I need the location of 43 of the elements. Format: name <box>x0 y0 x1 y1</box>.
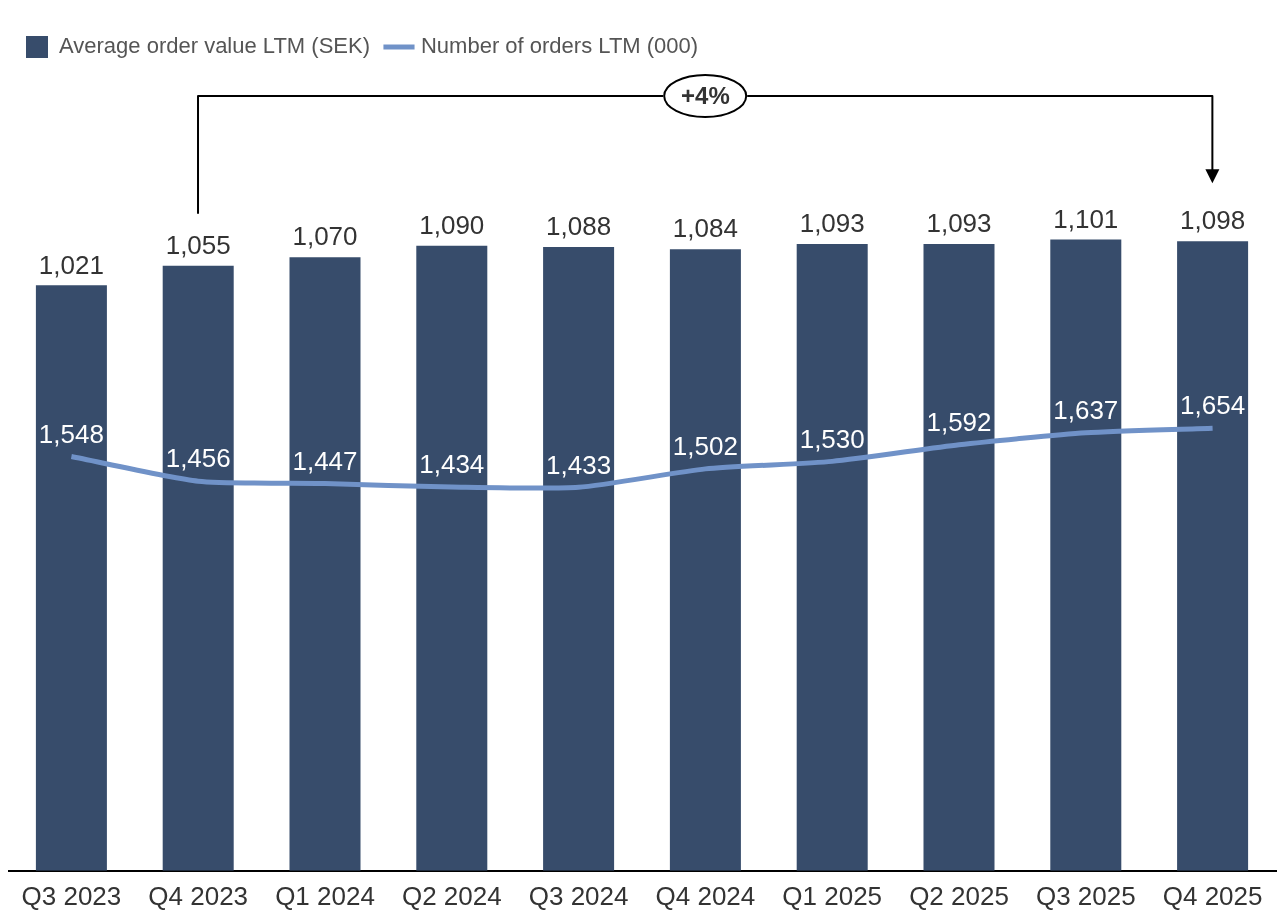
bar <box>923 244 995 871</box>
data-label: 1,093 <box>799 208 865 239</box>
data-label: 1,021 <box>38 249 104 280</box>
data-label: 1,098 <box>1180 205 1246 236</box>
x-tick-label: Q1 2024 <box>275 880 375 911</box>
bar <box>1177 241 1249 871</box>
data-label: 1,447 <box>292 445 358 476</box>
data-label: 1,090 <box>419 209 485 240</box>
bar <box>796 244 868 871</box>
data-label: 1,084 <box>672 213 738 244</box>
bar <box>416 245 488 871</box>
data-label: 1,548 <box>38 418 104 449</box>
data-label: 1,434 <box>419 449 485 480</box>
legend-label: Average order value LTM (SEK) <box>59 33 370 59</box>
x-tick-label: Q2 2024 <box>401 880 502 911</box>
bar <box>1050 239 1122 871</box>
bar <box>669 249 741 871</box>
data-label: 1,592 <box>926 406 992 437</box>
data-label: 1,433 <box>546 449 612 480</box>
x-tick-label: Q3 2024 <box>528 880 629 911</box>
x-tick-label: Q3 2025 <box>1035 880 1136 911</box>
data-label: 1,101 <box>1053 203 1119 234</box>
data-label: 1,088 <box>546 211 612 242</box>
data-label: 1,070 <box>292 221 358 252</box>
data-label: 1,637 <box>1053 394 1119 425</box>
x-tick-label: Q4 2024 <box>655 880 756 911</box>
data-label: 1,530 <box>799 423 865 454</box>
data-label: 1,502 <box>672 431 738 462</box>
x-tick-label: Q4 2025 <box>1162 880 1263 911</box>
data-label: 1,654 <box>1180 390 1246 421</box>
data-label: 1,093 <box>926 208 992 239</box>
text: +4% <box>681 81 730 109</box>
x-tick-label: Q2 2025 <box>909 880 1009 911</box>
data-label: 1,456 <box>165 443 231 474</box>
x-tick-label: Q4 2023 <box>148 880 249 911</box>
bar <box>162 265 234 871</box>
bar <box>289 257 361 871</box>
data-label: 1,055 <box>165 230 231 260</box>
x-tick-label: Q3 2023 <box>21 880 122 911</box>
bar <box>35 285 107 871</box>
bar <box>543 246 615 871</box>
legend-label: Number of orders LTM (000) <box>420 33 699 59</box>
x-tick-label: Q1 2025 <box>782 880 883 911</box>
